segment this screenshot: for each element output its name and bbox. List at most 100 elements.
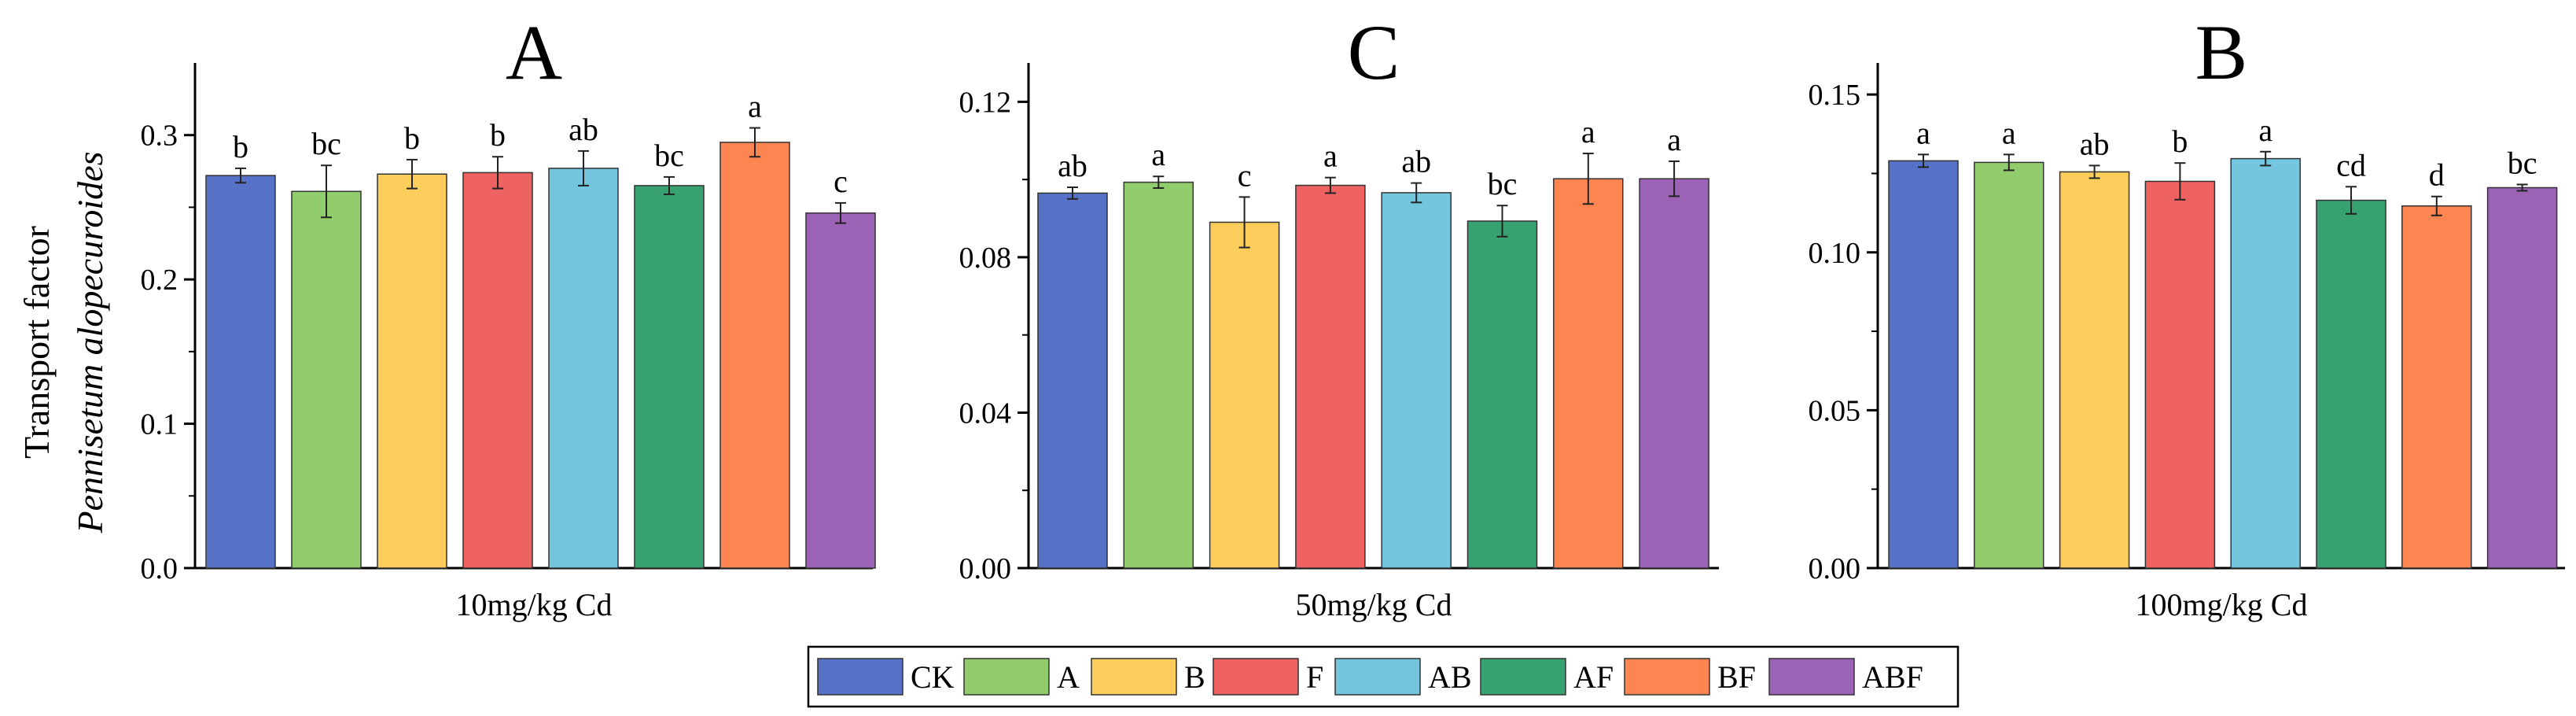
- bar-AB: [1381, 192, 1452, 569]
- legend: CK A B F AB AF BF ABF: [807, 645, 1960, 708]
- significance-letter: ab: [1058, 148, 1087, 183]
- panel-title: A: [506, 9, 562, 96]
- y-tick-label: 0.3: [141, 120, 178, 153]
- legend-entry-A: A: [963, 658, 1080, 696]
- significance-letter: ab: [569, 112, 598, 147]
- bar-CK: [1037, 192, 1108, 569]
- y-tick-label: 0.08: [959, 242, 1012, 275]
- legend-swatch: [1213, 658, 1299, 696]
- error-bar-B: [407, 158, 418, 190]
- bar-A: [1974, 161, 2044, 569]
- legend-label: CK: [911, 659, 955, 695]
- bar-AF: [634, 185, 705, 569]
- bar-B: [2059, 171, 2130, 569]
- significance-letter: ab: [2080, 126, 2110, 161]
- significance-letter: a: [748, 89, 762, 124]
- significance-letter: a: [1667, 122, 1681, 157]
- bar-F: [2144, 180, 2216, 569]
- legend-entry-B: B: [1091, 658, 1205, 696]
- bar-CK: [205, 175, 276, 569]
- error-bar-AF: [1496, 205, 1508, 238]
- y-axis-label-line1: Transport factor: [17, 226, 57, 459]
- significance-letter: b: [233, 129, 248, 164]
- legend-swatch: [963, 658, 1050, 696]
- legend-entry-BF: BF: [1624, 658, 1756, 696]
- significance-letter: a: [2002, 115, 2016, 150]
- significance-letter: b: [490, 117, 506, 153]
- legend-entry-AF: AF: [1480, 658, 1614, 696]
- legend-label: B: [1184, 659, 1205, 695]
- y-axis-label-line2: Pennisetum alopecuroides: [70, 151, 110, 533]
- error-bar-CK: [1067, 186, 1078, 200]
- legend-label: AF: [1573, 659, 1614, 695]
- error-bar-BF: [2431, 195, 2442, 216]
- legend-label: ABF: [1862, 659, 1923, 695]
- bar-AB: [2230, 157, 2301, 569]
- error-bar-ABF: [835, 201, 846, 224]
- error-bar-A: [2003, 153, 2015, 172]
- panel-title: C: [1348, 9, 1400, 96]
- bar-A: [1123, 181, 1194, 569]
- bar-CK: [1888, 160, 1959, 569]
- x-axis-label: 10mg/kg Cd: [456, 587, 613, 622]
- y-axis-title: Transport factor Pennisetum alopecuroide…: [17, 151, 110, 533]
- x-axis-label: 50mg/kg Cd: [1296, 587, 1452, 622]
- legend-swatch: [1334, 658, 1421, 696]
- y-tick-label: 0.00: [1809, 552, 1861, 585]
- error-bar-AB: [578, 149, 589, 186]
- significance-letter: bc: [2508, 145, 2537, 180]
- significance-letter: b: [2172, 124, 2188, 159]
- significance-letter: bc: [654, 138, 684, 173]
- y-tick-label: 0.00: [959, 552, 1012, 585]
- bar-BF: [719, 142, 790, 569]
- bar-AF: [1466, 220, 1538, 569]
- y-tick-label: 0.0: [141, 552, 178, 585]
- legend-entry-CK: CK: [817, 658, 955, 696]
- error-bar-B: [1238, 196, 1250, 249]
- legend-swatch: [817, 658, 903, 696]
- significance-letter: a: [1916, 115, 1930, 150]
- significance-letter: cd: [2336, 147, 2366, 183]
- error-bar-AB: [1411, 182, 1422, 204]
- error-bar-F: [2174, 162, 2186, 201]
- significance-letter: a: [1581, 114, 1595, 149]
- legend-entry-AB: AB: [1334, 658, 1472, 696]
- error-bar-B: [2088, 164, 2100, 179]
- y-tick-label: 0.15: [1809, 79, 1861, 112]
- y-tick-label: 0.05: [1809, 394, 1861, 427]
- legend-swatch: [1480, 658, 1566, 696]
- error-bar-CK: [1918, 153, 1929, 168]
- error-bar-CK: [235, 167, 246, 184]
- legend-label: BF: [1717, 659, 1756, 695]
- legend-swatch: [1768, 658, 1855, 696]
- significance-letter: bc: [1488, 166, 1518, 201]
- significance-letter: a: [1151, 137, 1165, 172]
- panel-title: B: [2195, 9, 2248, 96]
- error-bar-ABF: [1669, 160, 1680, 197]
- error-bar-F: [492, 156, 503, 190]
- legend-entry-ABF: ABF: [1768, 658, 1923, 696]
- panel-1: A 0.0 0.1 0.2 0.3 b bc b b ab bc a c 10mg/kg Cd: [141, 9, 876, 622]
- y-tick-label: 0.10: [1809, 237, 1861, 270]
- legend-swatch: [1091, 658, 1177, 696]
- error-bar-BF: [749, 127, 760, 158]
- x-axis-label: 100mg/kg Cd: [2136, 587, 2308, 622]
- error-bar-A: [1153, 175, 1165, 190]
- legend-entry-F: F: [1213, 658, 1323, 696]
- significance-letter: c: [834, 164, 848, 199]
- bar-ABF: [2486, 186, 2558, 569]
- significance-letter: d: [2429, 157, 2445, 193]
- significance-letter: c: [1238, 157, 1252, 193]
- significance-letter: a: [1323, 138, 1338, 174]
- legend-label: A: [1057, 659, 1080, 695]
- error-bar-BF: [1582, 153, 1594, 205]
- bar-BF: [1553, 178, 1624, 569]
- bar-AB: [548, 168, 619, 569]
- bar-ABF: [805, 212, 876, 569]
- bar-AF: [2316, 199, 2386, 569]
- error-bar-AB: [2260, 150, 2272, 167]
- error-bar-ABF: [2516, 183, 2528, 192]
- y-tick-label: 0.2: [141, 264, 178, 297]
